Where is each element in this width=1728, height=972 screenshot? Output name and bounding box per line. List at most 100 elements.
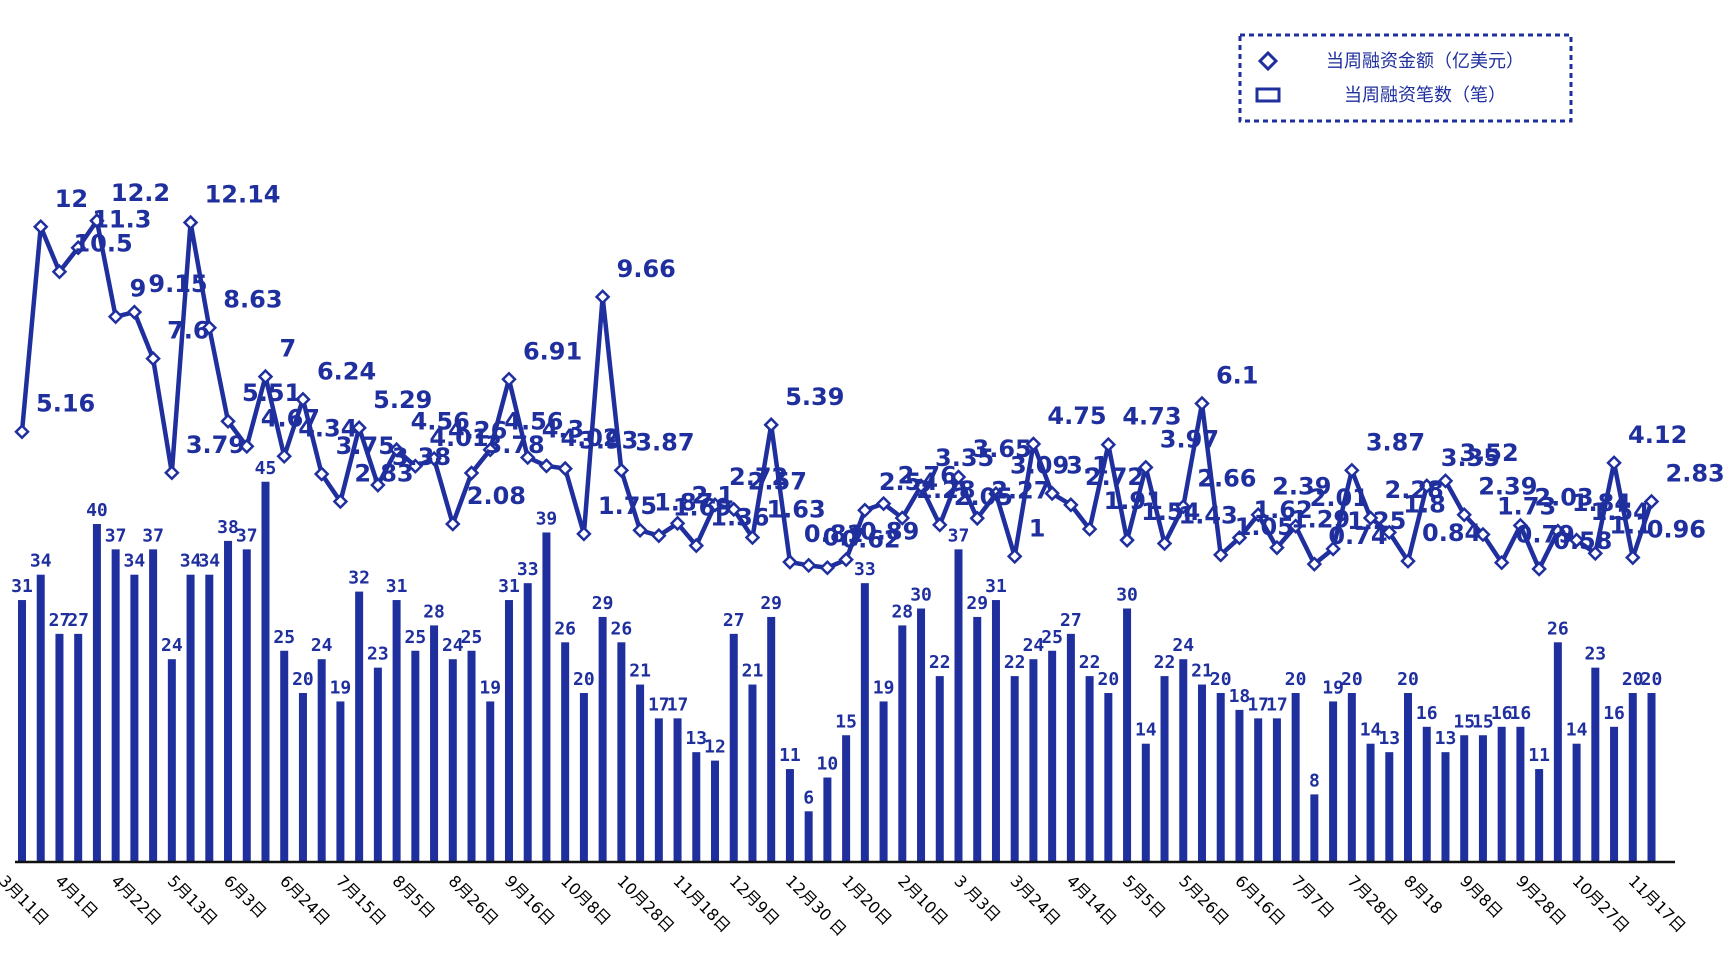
bar bbox=[654, 718, 663, 862]
bar bbox=[261, 481, 270, 862]
bar-label: 20 bbox=[1285, 669, 1307, 690]
line-marker bbox=[1081, 521, 1098, 537]
bar bbox=[504, 600, 513, 862]
line-label: 12.2 bbox=[111, 179, 170, 207]
line-marker bbox=[1606, 455, 1622, 471]
x-tick-label: 6月16日 bbox=[1231, 871, 1289, 929]
line-marker bbox=[1287, 518, 1304, 534]
line-label: 0.7 bbox=[823, 523, 866, 551]
line-marker bbox=[669, 515, 686, 532]
line-marker bbox=[594, 289, 611, 305]
line-label: 1.05 bbox=[1235, 513, 1294, 541]
bar-label: 13 bbox=[1435, 728, 1457, 749]
line-marker bbox=[969, 510, 985, 527]
bar bbox=[1254, 718, 1263, 862]
bar bbox=[1572, 743, 1581, 862]
x-tick-label: 7月7日 bbox=[1288, 871, 1338, 921]
line-label: 2.72 bbox=[729, 463, 788, 491]
x-tick-label: 7月28日 bbox=[1344, 871, 1402, 929]
line-label: 11.3 bbox=[92, 206, 151, 234]
line-label: 6.1 bbox=[1216, 362, 1259, 390]
bar-label: 20 bbox=[1622, 669, 1644, 690]
x-tick-label: 9月8日 bbox=[1456, 871, 1506, 921]
bar bbox=[1647, 693, 1656, 862]
bar-label: 14 bbox=[1360, 720, 1382, 741]
line-marker bbox=[1044, 485, 1060, 502]
line-label: 0.62 bbox=[841, 526, 900, 554]
x-tick-label: 11月18日 bbox=[669, 871, 734, 936]
line-marker bbox=[932, 517, 948, 533]
line-label: 12 bbox=[55, 185, 88, 213]
line-label: 2.1 bbox=[692, 481, 735, 509]
bar-label: 20 bbox=[573, 669, 595, 690]
bar-label: 19 bbox=[1322, 677, 1344, 698]
bar bbox=[280, 650, 289, 862]
bar bbox=[860, 583, 869, 862]
bar bbox=[373, 667, 382, 862]
bar bbox=[1179, 659, 1188, 862]
bar bbox=[224, 540, 233, 862]
line-label: 2.54 bbox=[879, 468, 938, 496]
bar bbox=[317, 659, 326, 862]
bar-label: 20 bbox=[292, 669, 314, 690]
line-label: 3.09 bbox=[1010, 452, 1069, 480]
bar-label: 33 bbox=[517, 559, 539, 580]
bar bbox=[1085, 676, 1094, 862]
x-tick-label: 5月13日 bbox=[164, 871, 222, 929]
bar-label: 14 bbox=[1135, 720, 1157, 741]
line-marker bbox=[1175, 498, 1192, 515]
line-marker bbox=[220, 413, 236, 429]
bar bbox=[186, 574, 195, 862]
x-tick-label: 5月5日 bbox=[1119, 871, 1169, 921]
bar bbox=[1516, 726, 1525, 862]
line-label: 3.87 bbox=[1366, 428, 1425, 456]
line-label: 3.65 bbox=[973, 435, 1032, 463]
bar bbox=[1197, 684, 1206, 862]
bar-label: 17 bbox=[667, 694, 689, 715]
bar-label: 16 bbox=[1491, 703, 1513, 724]
line-label: 1.91 bbox=[1104, 487, 1163, 515]
bar bbox=[598, 616, 607, 862]
line-marker bbox=[332, 493, 349, 510]
line-marker bbox=[1418, 478, 1435, 494]
bar-label: 21 bbox=[742, 661, 764, 682]
bar bbox=[1123, 608, 1132, 862]
line-marker bbox=[744, 529, 761, 546]
bar bbox=[935, 676, 944, 862]
line-marker bbox=[407, 458, 424, 474]
line-marker bbox=[295, 391, 311, 408]
legend-frame bbox=[1238, 33, 1573, 123]
bar bbox=[1478, 735, 1487, 862]
bar-label: 31 bbox=[386, 576, 408, 597]
line-marker bbox=[1587, 545, 1604, 562]
line-marker bbox=[1493, 554, 1510, 571]
bar-label: 17 bbox=[1266, 694, 1288, 715]
bar-label: 15 bbox=[1472, 711, 1494, 732]
line-label: 1.54 bbox=[1591, 498, 1650, 526]
line-marker bbox=[875, 495, 892, 512]
line-label: 0.79 bbox=[1516, 521, 1575, 549]
line-label: 0.84 bbox=[1422, 519, 1481, 547]
line-marker bbox=[1306, 556, 1323, 572]
bar bbox=[785, 769, 794, 862]
bar-label: 37 bbox=[236, 525, 258, 546]
line-label: 2.28 bbox=[1385, 476, 1444, 504]
bar bbox=[1385, 752, 1394, 862]
bar bbox=[111, 549, 120, 862]
bar-label: 8 bbox=[1309, 770, 1320, 791]
bar-label: 28 bbox=[423, 601, 445, 622]
line-marker bbox=[538, 458, 555, 474]
line-label: 4.01 bbox=[429, 424, 488, 452]
x-tick-label: 5月26日 bbox=[1175, 871, 1233, 929]
bar bbox=[523, 583, 532, 862]
line-marker bbox=[14, 423, 30, 440]
line-label: 8.63 bbox=[223, 286, 282, 314]
line-marker bbox=[1025, 436, 1042, 452]
bar bbox=[767, 616, 776, 862]
bar-label: 6 bbox=[803, 787, 814, 808]
line-label: 2.83 bbox=[1666, 460, 1725, 488]
line-label: 2.83 bbox=[354, 460, 413, 488]
bar bbox=[917, 608, 926, 862]
line-marker bbox=[1643, 493, 1660, 510]
bar-label: 34 bbox=[124, 551, 146, 572]
